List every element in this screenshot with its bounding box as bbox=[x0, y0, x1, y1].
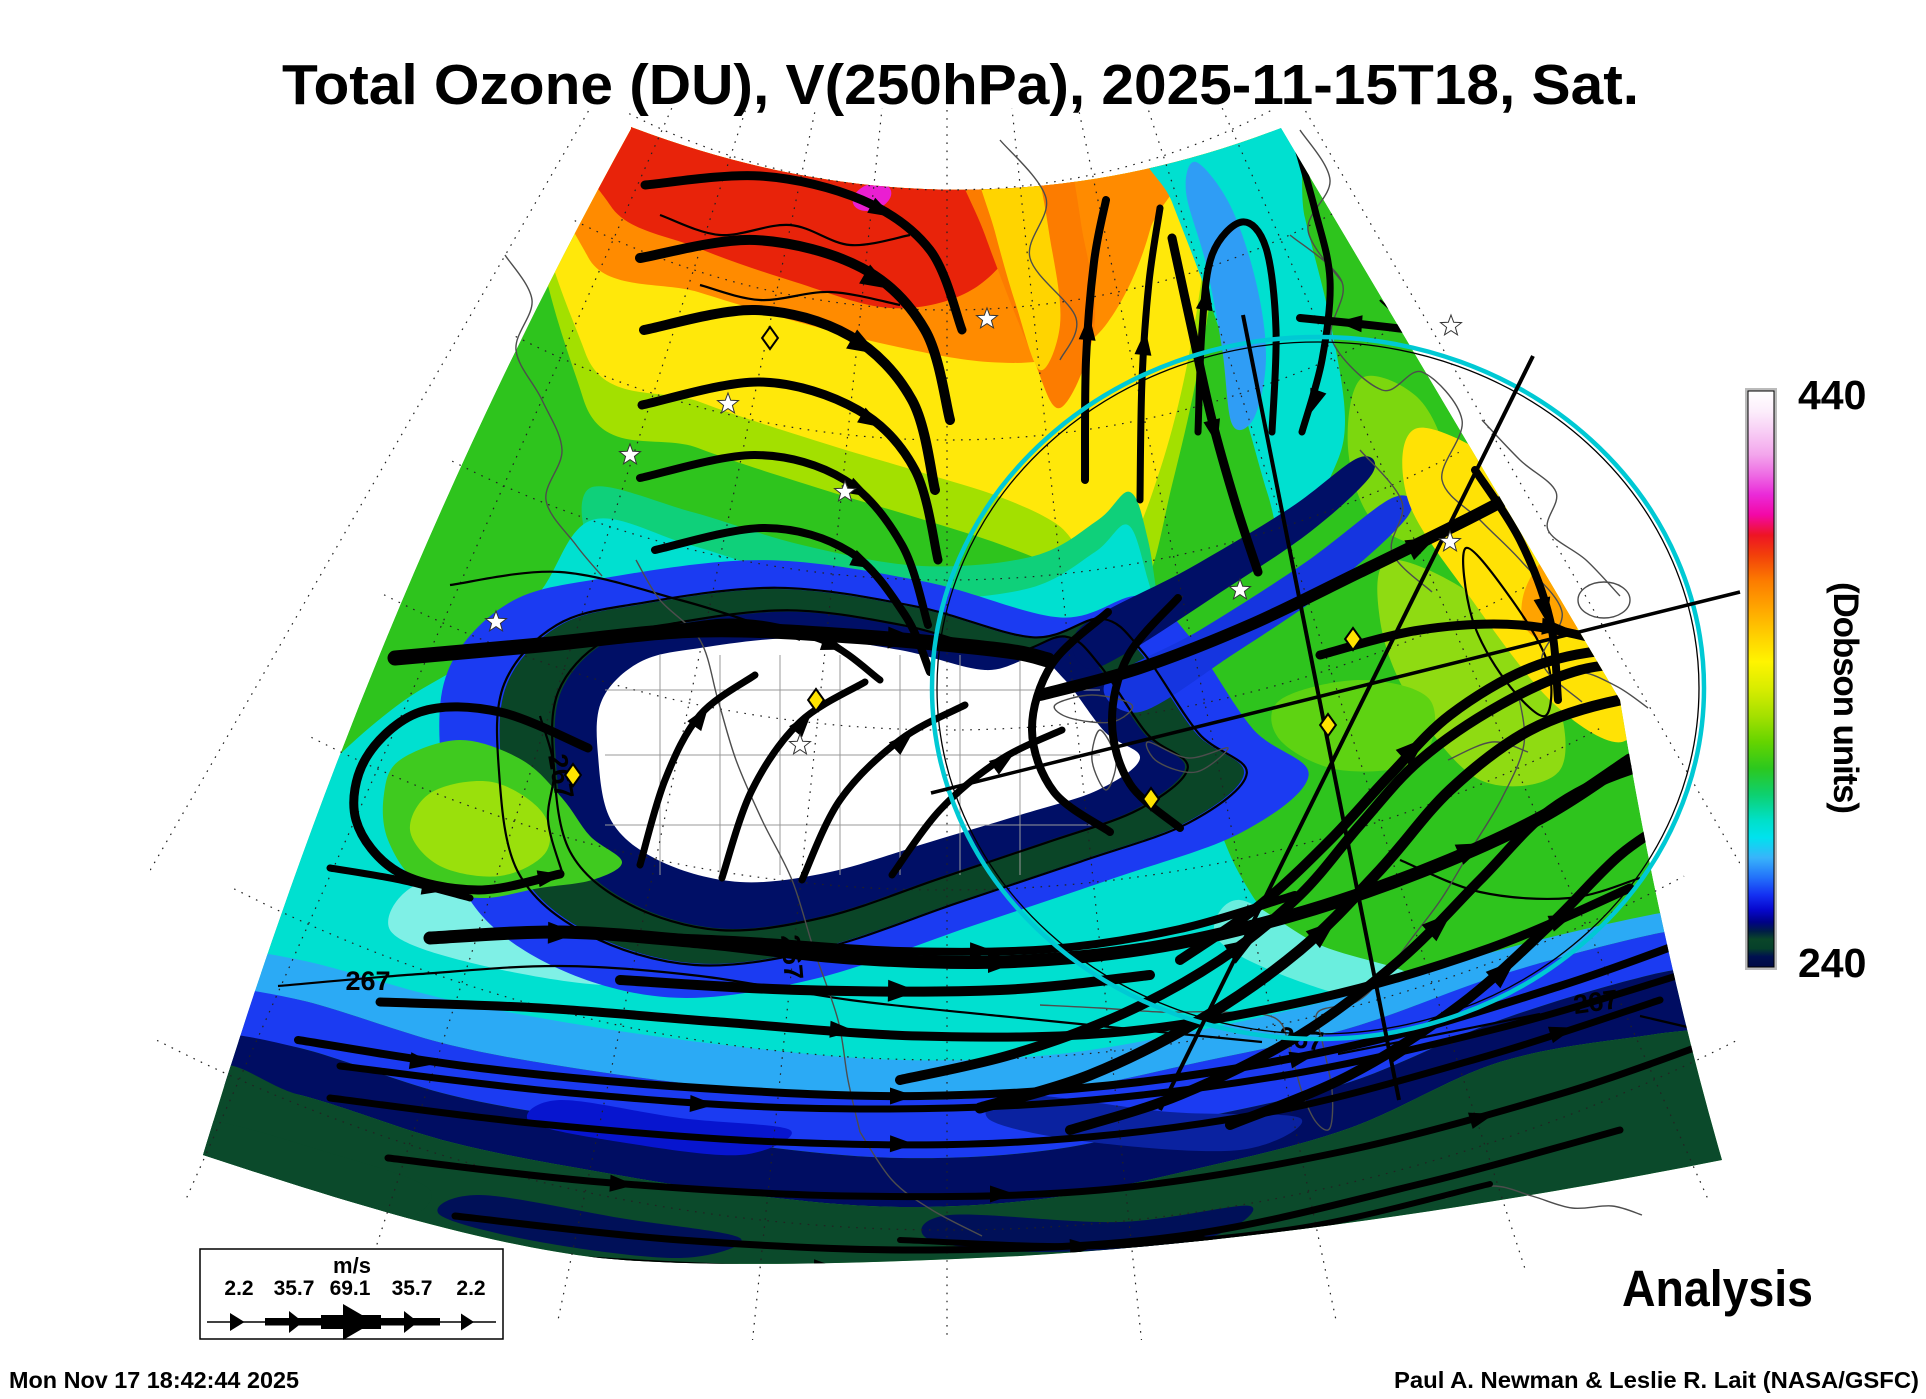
svg-text:(Dobson units): (Dobson units) bbox=[1826, 582, 1865, 814]
svg-text:69.1: 69.1 bbox=[330, 1277, 371, 1300]
svg-text:m/s: m/s bbox=[333, 1253, 371, 1278]
svg-text:Analysis: Analysis bbox=[1622, 1260, 1813, 1317]
svg-text:240: 240 bbox=[1798, 940, 1866, 986]
svg-text:35.7: 35.7 bbox=[392, 1277, 433, 1300]
svg-text:Mon Nov 17 18:42:44 2025: Mon Nov 17 18:42:44 2025 bbox=[9, 1367, 299, 1393]
svg-text:Paul A. Newman & Leslie R. Lai: Paul A. Newman & Leslie R. Lait (NASA/GS… bbox=[1394, 1367, 1919, 1393]
svg-text:2.2: 2.2 bbox=[224, 1277, 253, 1300]
svg-text:267: 267 bbox=[345, 966, 390, 996]
svg-text:440: 440 bbox=[1798, 372, 1866, 418]
svg-text:2.2: 2.2 bbox=[456, 1277, 485, 1300]
svg-text:35.7: 35.7 bbox=[274, 1277, 315, 1300]
svg-text:Total Ozone (DU), V(250hPa), 2: Total Ozone (DU), V(250hPa), 2025-11-15T… bbox=[282, 53, 1639, 117]
